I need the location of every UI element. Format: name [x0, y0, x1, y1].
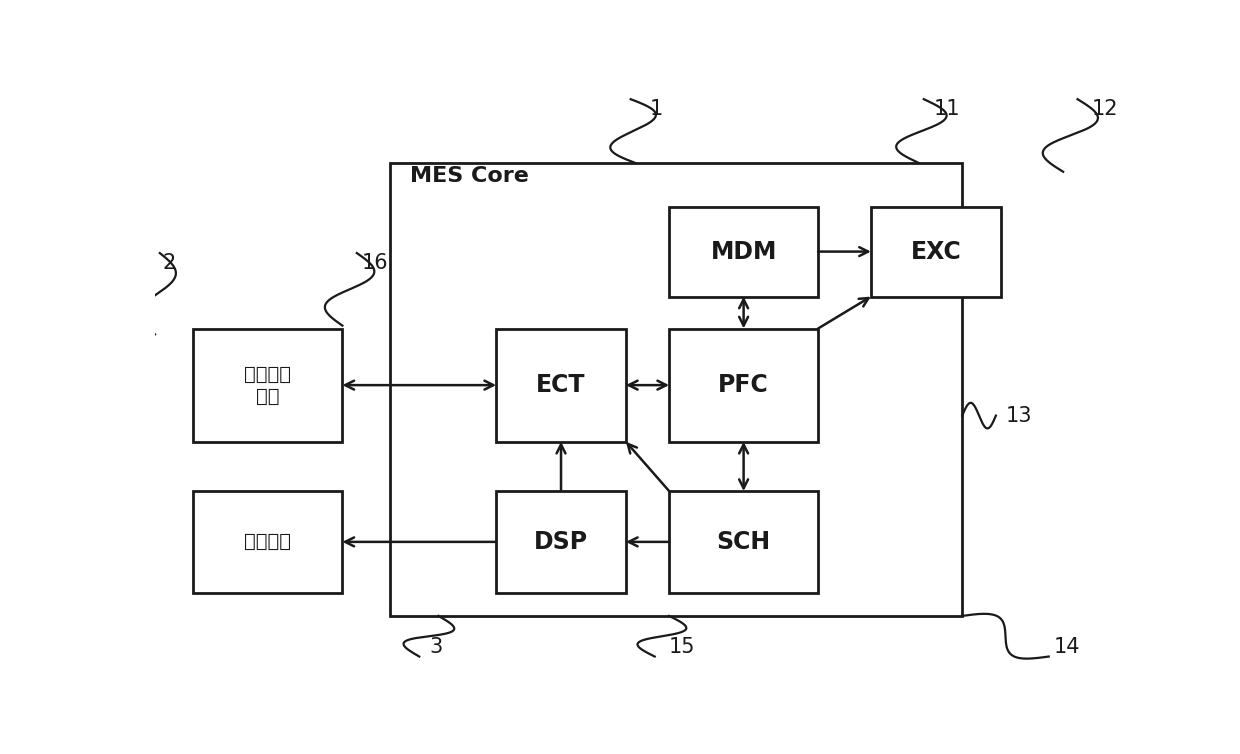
Bar: [193, 329, 342, 442]
Text: 12: 12: [1092, 100, 1118, 119]
Bar: [670, 329, 818, 442]
Text: DSP: DSP: [534, 530, 588, 554]
Bar: [670, 491, 818, 593]
Bar: [496, 329, 626, 442]
Text: EXC: EXC: [910, 240, 961, 264]
Text: 15: 15: [670, 636, 696, 657]
Bar: [193, 491, 342, 593]
Bar: [670, 207, 818, 296]
Text: 16: 16: [362, 253, 388, 273]
Bar: [870, 207, 1001, 296]
Text: MES Core: MES Core: [409, 167, 528, 186]
Text: 14: 14: [1054, 636, 1080, 657]
Text: 1: 1: [650, 100, 663, 119]
Text: MDM: MDM: [711, 240, 776, 264]
Text: SCH: SCH: [717, 530, 771, 554]
Text: 3: 3: [429, 636, 443, 657]
Text: 11: 11: [934, 100, 960, 119]
Text: ECT: ECT: [536, 373, 585, 397]
Bar: [496, 491, 626, 593]
Text: 生产测量
设备: 生产测量 设备: [244, 365, 291, 406]
Text: 2: 2: [162, 253, 176, 273]
Text: 搞运设备: 搞运设备: [244, 532, 291, 551]
Text: 13: 13: [1006, 406, 1032, 425]
Text: PFC: PFC: [718, 373, 769, 397]
Bar: [391, 163, 962, 616]
